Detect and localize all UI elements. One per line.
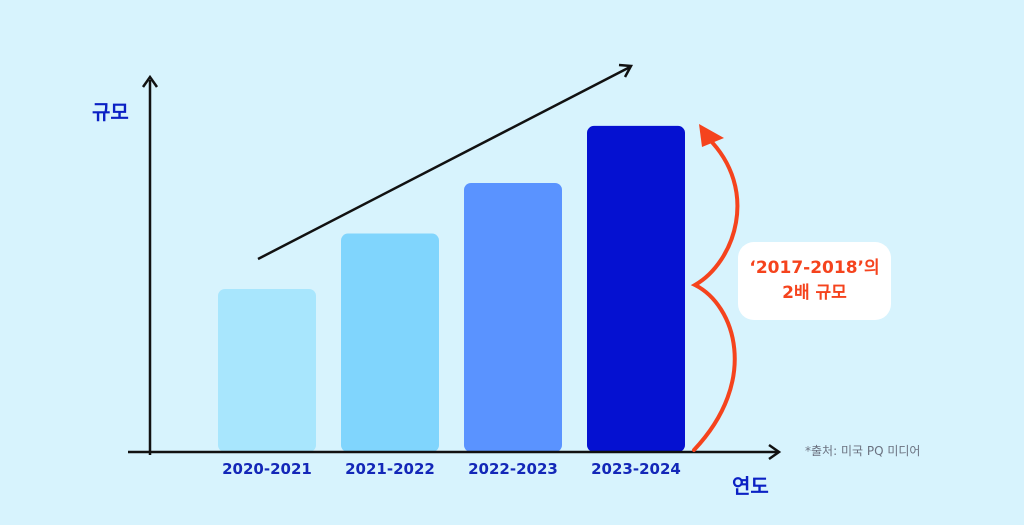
x-axis-label: 연도 [732, 474, 769, 498]
annotation-line-1: ‘2017-2018’의 [749, 258, 880, 278]
x-tick-label: 2021-2022 [345, 460, 435, 478]
x-tick-label: 2023-2024 [591, 460, 681, 478]
growth-arrowhead [699, 124, 724, 147]
bar-2022-2023 [464, 182, 562, 452]
bar-2020-2021 [218, 288, 316, 452]
y-axis-arrowhead [141, 74, 159, 88]
source-note: *출처: 미국 PQ 미디어 [805, 444, 921, 458]
trend-arrowhead [618, 63, 634, 78]
x-tick-label: 2022-2023 [468, 460, 558, 478]
bars-group [218, 125, 685, 453]
annotation-callout: ‘2017-2018’의 2배 규모 [738, 242, 891, 320]
x-tick-label: 2020-2021 [222, 460, 312, 478]
x-axis-arrowhead [768, 443, 782, 461]
y-axis-label: 규모 [92, 100, 129, 124]
trend-arrow [257, 65, 631, 261]
annotation-line-2: 2배 규모 [782, 283, 847, 303]
growth-arrow [690, 136, 740, 452]
bar-2021-2022 [341, 233, 439, 452]
bar-2023-2024 [587, 125, 685, 453]
